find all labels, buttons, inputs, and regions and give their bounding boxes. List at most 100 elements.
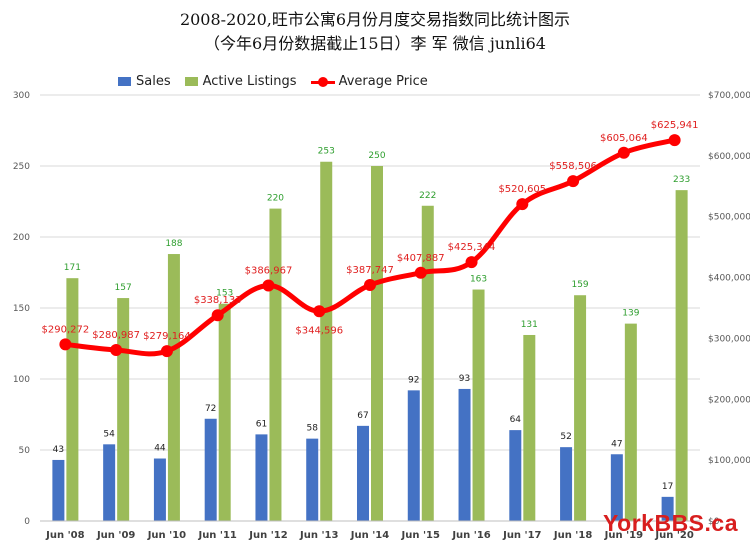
data-label-sales: 93 <box>459 374 470 384</box>
point-average-price <box>160 345 173 358</box>
point-average-price <box>59 338 72 351</box>
legend-swatch-sales <box>118 77 131 86</box>
legend-label-sales: Sales <box>136 74 171 89</box>
bar-sales <box>52 459 65 521</box>
bar-sales <box>153 458 166 521</box>
y2-tick-label: $700,000 <box>708 91 750 101</box>
point-average-price <box>668 134 681 147</box>
bar-listings <box>421 205 434 521</box>
bar-sales <box>407 390 420 521</box>
y2-tick-label: $500,000 <box>708 213 750 223</box>
legend-item-sales: Sales <box>118 74 171 89</box>
data-label-sales: 64 <box>510 415 522 425</box>
bar-sales <box>255 434 268 521</box>
point-average-price <box>211 309 224 322</box>
data-label-listings: 250 <box>368 151 385 161</box>
data-label-average-price: $520,605 <box>498 184 546 195</box>
data-label-listings: 253 <box>318 147 335 157</box>
data-label-average-price: $625,941 <box>651 120 699 131</box>
data-label-sales: 17 <box>662 482 673 492</box>
bar-sales <box>610 454 623 521</box>
x-tick-label: Jun '14 <box>350 530 389 541</box>
data-label-listings: 159 <box>571 280 588 290</box>
bar-sales <box>509 430 522 521</box>
y-tick-label: 50 <box>19 446 31 456</box>
data-label-average-price: $425,344 <box>448 242 496 253</box>
y2-tick-label: $300,000 <box>708 334 750 344</box>
bar-sales <box>357 425 369 521</box>
y-tick-label: 250 <box>13 162 30 172</box>
data-label-listings: 153 <box>216 289 233 299</box>
x-tick-label: Jun '11 <box>197 530 236 541</box>
legend-item-listings: Active Listings <box>184 74 297 89</box>
data-label-listings: 163 <box>470 275 487 285</box>
x-tick-label: Jun '09 <box>96 530 135 541</box>
bar-listings <box>624 323 637 521</box>
data-label-listings: 220 <box>267 194 284 204</box>
data-label-average-price: $407,887 <box>397 253 445 264</box>
x-tick-label: Jun '15 <box>401 530 440 541</box>
point-average-price <box>516 198 529 211</box>
legend-swatch-price <box>310 76 335 87</box>
bar-sales <box>204 418 217 521</box>
bar-listings <box>472 289 485 521</box>
y-tick-label: 100 <box>13 375 30 385</box>
point-average-price <box>364 279 376 292</box>
bar-sales <box>458 388 471 521</box>
legend: Sales Active Listings Average Price <box>118 74 442 89</box>
point-average-price <box>110 343 123 356</box>
x-tick-label: Jun '20 <box>654 530 693 541</box>
bar-listings <box>523 334 536 521</box>
data-label-listings: 233 <box>673 175 690 185</box>
bar-sales <box>661 496 674 521</box>
x-tick-label: Jun '18 <box>553 530 592 541</box>
data-label-sales: 58 <box>307 424 319 434</box>
y-tick-label: 300 <box>13 91 30 101</box>
bar-listings <box>574 295 587 521</box>
y2-tick-label: $0 <box>708 517 720 527</box>
data-label-average-price: $605,064 <box>600 133 648 144</box>
x-tick-label: Jun '13 <box>299 530 338 541</box>
data-label-average-price: $279,164 <box>143 331 191 342</box>
data-label-average-price: $344,596 <box>295 325 343 336</box>
y2-tick-label: $400,000 <box>708 274 750 284</box>
data-label-average-price: $387,747 <box>346 265 394 276</box>
data-label-sales: 92 <box>408 375 419 385</box>
data-label-listings: 171 <box>64 263 81 273</box>
data-label-sales: 54 <box>103 429 115 439</box>
y-tick-label: 200 <box>13 233 30 243</box>
legend-label-price: Average Price <box>338 74 428 89</box>
data-label-average-price: $558,506 <box>549 161 597 172</box>
bar-listings <box>371 166 383 521</box>
data-label-sales: 47 <box>611 439 622 449</box>
data-label-listings: 157 <box>115 283 132 293</box>
data-label-sales: 72 <box>205 404 216 414</box>
bar-listings <box>218 303 231 521</box>
bar-listings <box>320 161 333 522</box>
point-average-price <box>313 305 326 318</box>
y2-tick-label: $200,000 <box>708 395 750 405</box>
data-label-sales: 52 <box>560 432 571 442</box>
data-label-listings: 131 <box>521 320 538 330</box>
y2-tick-label: $600,000 <box>708 152 750 162</box>
x-tick-label: Jun '17 <box>502 530 541 541</box>
data-label-sales: 44 <box>154 444 166 454</box>
x-tick-label: Jun '19 <box>604 530 643 541</box>
chart-subtitle: （今年6月份数据截止15日）李 军 微信 junli64 <box>204 34 546 53</box>
y-tick-label: 0 <box>24 517 30 527</box>
bar-listings <box>269 208 282 521</box>
bar-listings <box>167 254 180 522</box>
data-label-average-price: $290,272 <box>42 324 90 335</box>
y-tick-label: 150 <box>13 304 30 314</box>
point-average-price <box>567 175 580 188</box>
data-label-average-price: $280,987 <box>92 330 140 341</box>
data-label-average-price: $386,967 <box>245 266 293 277</box>
data-label-listings: 139 <box>622 309 639 319</box>
bar-sales <box>560 447 573 521</box>
point-average-price <box>465 256 478 269</box>
point-average-price <box>262 279 275 292</box>
data-label-listings: 222 <box>419 191 436 201</box>
data-label-sales: 61 <box>256 419 267 429</box>
point-average-price <box>617 146 630 159</box>
